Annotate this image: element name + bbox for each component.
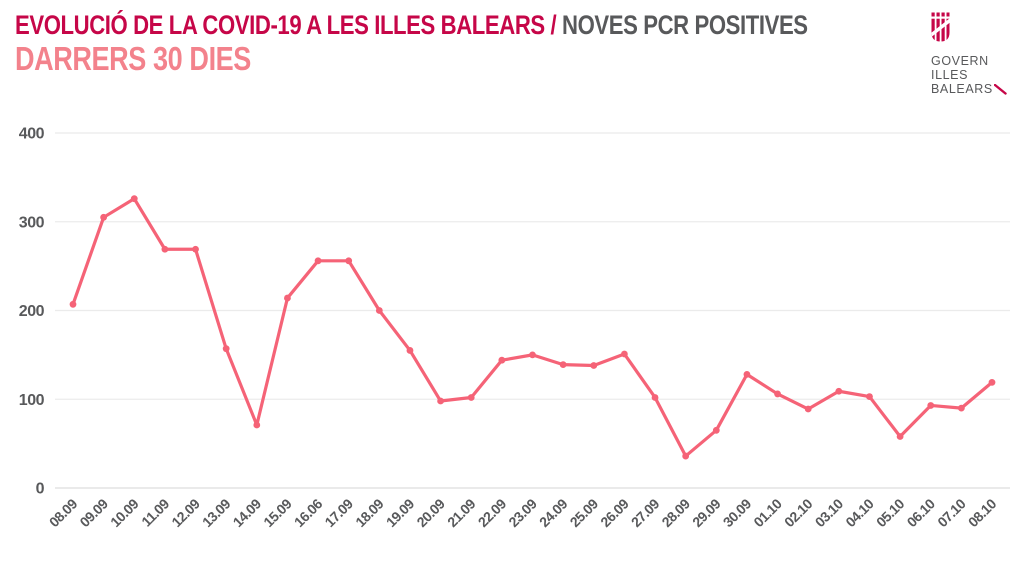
- logo-text: GOVERN ILLES BALEARS: [931, 54, 1021, 96]
- data-point: [866, 393, 873, 400]
- x-tick-label: 13.09: [199, 495, 234, 530]
- y-tick-label: 200: [19, 303, 45, 320]
- data-point: [988, 378, 996, 386]
- data-point: [774, 390, 781, 398]
- page-subtitle: DARRERS 30 DIES: [15, 40, 251, 78]
- x-tick-label: 08.09: [46, 495, 81, 530]
- title-secondary: NOVES PCR POSITIVES: [562, 10, 808, 40]
- x-tick-label: 18.09: [352, 495, 387, 530]
- data-point: [498, 356, 506, 364]
- data-point: [651, 394, 659, 401]
- data-point: [100, 213, 108, 221]
- x-tick-label: 17.09: [321, 495, 356, 530]
- page-title: EVOLUCIÓ DE LA COVID-19 A LES ILLES BALE…: [15, 10, 808, 41]
- x-tick-label: 03.10: [812, 495, 847, 530]
- logo-line-balears: BALEARS: [931, 82, 993, 96]
- x-tick-label: 22.09: [475, 495, 510, 530]
- x-tick-label: 29.09: [689, 495, 724, 530]
- data-point: [222, 345, 230, 353]
- data-point: [896, 433, 904, 440]
- x-tick-label: 25.09: [567, 495, 602, 530]
- y-tick-label: 300: [19, 214, 45, 231]
- x-tick-label: 02.10: [781, 495, 816, 530]
- x-tick-label: 07.10: [934, 495, 969, 530]
- balearic-shield-icon: [931, 12, 950, 42]
- data-point: [467, 394, 475, 401]
- data-point: [69, 300, 77, 308]
- x-tick-label: 08.10: [965, 495, 1000, 530]
- x-tick-label: 28.09: [658, 495, 693, 530]
- data-point: [529, 351, 536, 359]
- x-tick-label: 16.06: [291, 495, 326, 530]
- x-tick-label: 26.09: [597, 495, 632, 530]
- y-tick-label: 0: [36, 481, 45, 498]
- x-tick-label: 10.09: [107, 495, 142, 530]
- x-tick-label: 15.09: [260, 495, 295, 530]
- x-tick-label: 30.09: [720, 495, 755, 530]
- x-tick-label: 20.09: [413, 495, 448, 530]
- x-tick-label: 06.10: [904, 495, 939, 530]
- x-tick-label: 11.09: [138, 495, 172, 529]
- data-point: [406, 347, 414, 354]
- data-point: [712, 426, 720, 434]
- data-point: [621, 350, 628, 358]
- x-tick-label: 19.09: [383, 495, 418, 530]
- y-tick-label: 400: [19, 126, 45, 143]
- x-tick-label: 24.09: [536, 495, 571, 530]
- data-point: [192, 245, 199, 253]
- data-point: [253, 421, 261, 429]
- logo-line-govern: GOVERN: [931, 54, 989, 68]
- data-point: [957, 404, 965, 412]
- data-point: [743, 371, 751, 378]
- x-tick-label: 27.09: [628, 495, 663, 530]
- govern-illes-balears-logo: GOVERN ILLES BALEARS: [931, 12, 1021, 96]
- data-point: [804, 405, 812, 413]
- header: EVOLUCIÓ DE LA COVID-19 A LES ILLES BALE…: [15, 10, 808, 77]
- x-tick-label: 01.10: [750, 495, 785, 530]
- data-point: [161, 245, 169, 253]
- x-tick-label: 14.09: [230, 495, 265, 530]
- x-tick-label: 09.09: [76, 495, 111, 530]
- title-main: EVOLUCIÓ DE LA COVID-19 A LES ILLES BALE…: [15, 10, 563, 40]
- data-point: [314, 257, 322, 265]
- logo-line-illes: ILLES: [931, 68, 969, 82]
- data-point: [375, 307, 383, 314]
- series-line: [71, 197, 994, 458]
- data-point: [559, 361, 567, 369]
- data-point: [835, 387, 843, 395]
- data-point: [682, 452, 690, 460]
- x-tick-label: 04.10: [842, 495, 877, 530]
- logo-slash-icon: [993, 84, 1007, 95]
- y-tick-label: 100: [19, 392, 45, 409]
- data-point: [284, 294, 291, 302]
- x-tick-label: 23.09: [505, 495, 540, 530]
- data-point: [130, 195, 138, 203]
- x-tick-label: 12.09: [168, 495, 203, 530]
- data-point: [345, 257, 353, 265]
- x-tick-label: 05.10: [873, 495, 908, 530]
- data-point: [590, 362, 598, 369]
- data-point: [437, 397, 444, 405]
- data-point: [927, 402, 935, 409]
- x-tick-label: 21.09: [444, 495, 479, 530]
